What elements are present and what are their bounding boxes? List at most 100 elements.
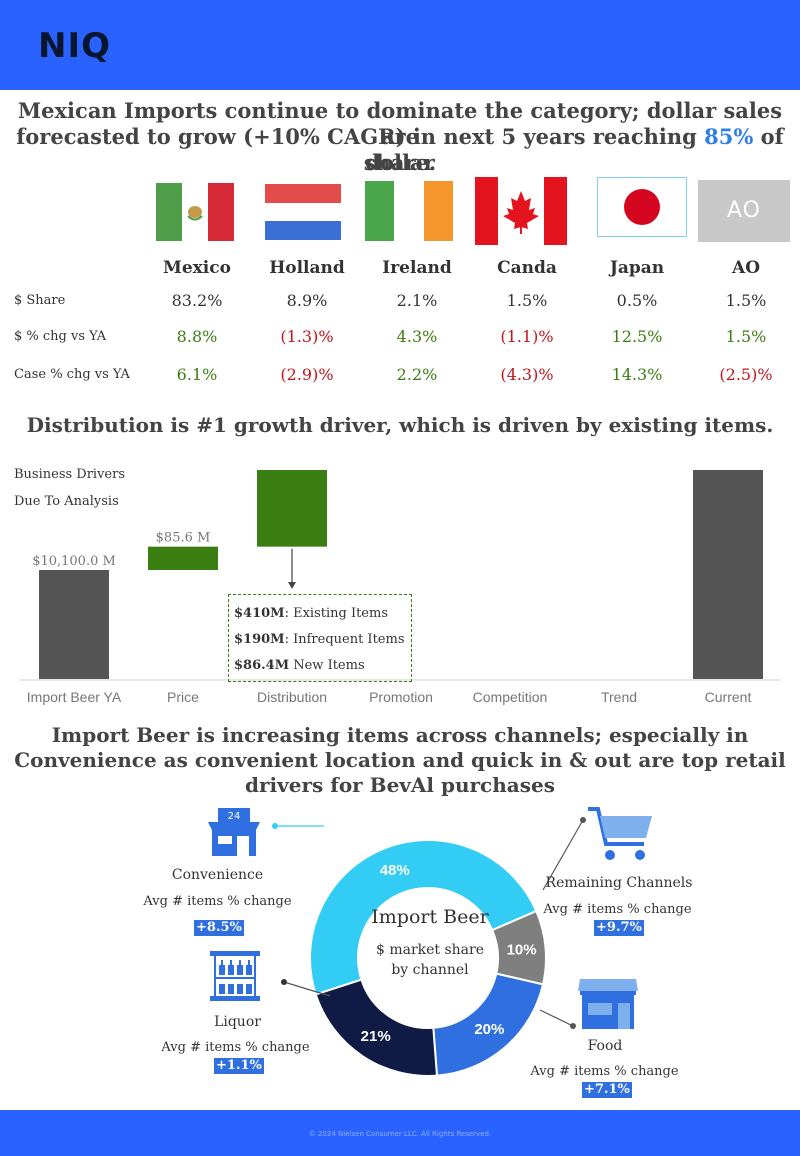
waterfall-bar <box>257 470 327 547</box>
waterfall-category-label: Competition <box>473 689 548 705</box>
country-ireland: Ireland <box>382 258 452 278</box>
liquor-leader-dot <box>281 979 287 985</box>
ao-flag-icon: AO <box>698 180 790 242</box>
waterfall-category-label: Promotion <box>369 689 433 705</box>
table-cell: 14.3% <box>611 365 663 384</box>
donut-center-title: Import Beer <box>371 906 489 928</box>
table-cell: (2.9)% <box>280 365 334 384</box>
waterfall-category-label: Import Beer YA <box>27 689 122 705</box>
waterfall-value-label: $10,100.0 M <box>32 554 116 569</box>
callout-new-items: $86.4M New Items <box>234 653 411 679</box>
callout-infrequent-value: $190M <box>234 632 285 647</box>
callout-infrequent-text: : Infrequent Items <box>284 632 405 647</box>
waterfall-bar <box>148 546 218 570</box>
waterfall-category-label: Trend <box>601 689 637 705</box>
headline-line-3: share. <box>363 150 437 175</box>
liquor-leader-line <box>283 981 331 997</box>
remaining-change-badge: +9.7% <box>594 920 644 936</box>
liquor-label: Liquor <box>214 1014 261 1030</box>
callout-arrow-head <box>288 582 296 589</box>
donut-slice <box>314 978 439 1077</box>
table-cell: 1.5% <box>506 291 548 310</box>
table-cell: (1.1)% <box>500 327 554 346</box>
convenience-store-number: 24 <box>228 811 241 822</box>
waterfall-bar <box>693 470 763 679</box>
table-cell: (4.3)% <box>500 365 554 384</box>
donut-slice-label: 21% <box>361 1028 391 1045</box>
food-items-label: Avg # items % change <box>530 1064 679 1079</box>
row-label-case-change: Case % chg vs YA <box>14 367 130 382</box>
donut-slice-label: 48% <box>380 862 410 879</box>
convenience-store-icon: 24 <box>208 808 260 856</box>
table-cell: 8.9% <box>286 291 328 310</box>
mexico-flag-icon <box>156 183 234 241</box>
headline-line-2-pre: forecasted to grow (+10% CAGR) in next 5… <box>16 124 705 149</box>
table-cell: 12.5% <box>611 327 663 346</box>
donut-center-sub-2: by channel <box>391 962 469 978</box>
food-store-icon <box>578 979 638 1029</box>
remaining-leader-dot <box>580 817 586 823</box>
table-cell: 1.5% <box>725 327 767 346</box>
food-leader-line <box>539 1009 574 1027</box>
waterfall-category-label: Distribution <box>257 689 327 705</box>
callout-existing-value: $410M <box>234 606 285 621</box>
table-cell: 8.8% <box>176 327 218 346</box>
niq-logo: NIQ <box>38 26 112 66</box>
convenience-label: Convenience <box>171 867 264 883</box>
headline-line-2: forecasted to grow (+10% CAGR) in next 5… <box>0 124 800 176</box>
channel-donut-chart: 48% 10% 20% 21% <box>272 817 586 1077</box>
ireland-flag-icon <box>365 181 453 241</box>
headline-line-1: Mexican Imports continue to dominate the… <box>17 98 783 149</box>
channels-title-line-2: Convenience as convenient location and q… <box>14 748 786 772</box>
table-cell: 2.1% <box>396 291 438 310</box>
table-cell: 6.1% <box>176 365 218 384</box>
channels-title-line-3: drivers for BevAl purchases <box>245 773 555 797</box>
country-japan: Japan <box>609 258 665 278</box>
table-cell: (1.3)% <box>280 327 334 346</box>
channels-title-line-1: Import Beer is increasing items across c… <box>51 723 749 747</box>
header-bar: NIQ <box>0 0 800 90</box>
remaining-channels-label: Remaining Channels <box>545 875 693 891</box>
country-canda: Canda <box>497 258 557 278</box>
donut-center-sub-1: $ market share <box>375 942 485 958</box>
donut-center-subtitle: $ market share by channel <box>350 940 510 980</box>
country-ao: AO <box>732 258 760 278</box>
due-to-analysis-label: Due To Analysis <box>14 494 119 509</box>
business-drivers-label: Business Drivers <box>14 467 126 482</box>
shopping-cart-icon <box>588 807 652 860</box>
liquor-change-badge: +1.1% <box>214 1058 264 1074</box>
food-leader-dot <box>570 1023 576 1029</box>
callout-existing-text: : Existing Items <box>284 606 389 621</box>
distribution-title: Distribution is #1 growth driver, which … <box>26 413 774 437</box>
food-change-badge: +7.1% <box>582 1082 632 1098</box>
donut-slice-label: 20% <box>474 1021 504 1038</box>
convenience-leader-dot <box>272 823 278 829</box>
callout-existing-items: $410M: Existing Items <box>234 601 411 627</box>
canada-flag-icon <box>475 177 567 245</box>
row-label-dollar-change: $ % chg vs YA <box>14 329 107 344</box>
callout-new-text: New Items <box>289 658 365 673</box>
remaining-leader-line <box>542 819 584 891</box>
distribution-callout: $410M: Existing Items $190M: Infrequent … <box>228 594 412 682</box>
row-label-share: $ Share <box>14 293 66 308</box>
table-cell: 2.2% <box>396 365 438 384</box>
headline-accent-value: 85% <box>704 124 754 149</box>
table-cell: 4.3% <box>396 327 438 346</box>
table-cell: 0.5% <box>616 291 658 310</box>
donut-slice <box>309 839 538 996</box>
headline-line-2-post: of dollar <box>365 124 784 175</box>
table-cell: 83.2% <box>171 291 223 310</box>
callout-new-value: $86.4M <box>234 658 290 673</box>
country-holland: Holland <box>269 258 345 278</box>
callout-infrequent-items: $190M: Infrequent Items <box>234 627 411 653</box>
liquor-items-label: Avg # items % change <box>161 1040 310 1055</box>
table-cell: (2.5)% <box>719 365 773 384</box>
donut-slice-label: 10% <box>507 941 537 958</box>
liquor-store-icon <box>210 951 260 1001</box>
waterfall-category-label: Price <box>167 689 199 705</box>
country-mexico: Mexico <box>163 258 231 278</box>
remaining-items-label: Avg # items % change <box>543 902 692 917</box>
food-label: Food <box>587 1038 623 1054</box>
waterfall-category-label: Current <box>705 689 752 705</box>
footer-bar: © 2024 Nielsen Consumer LLC. All Rights … <box>0 1110 800 1156</box>
